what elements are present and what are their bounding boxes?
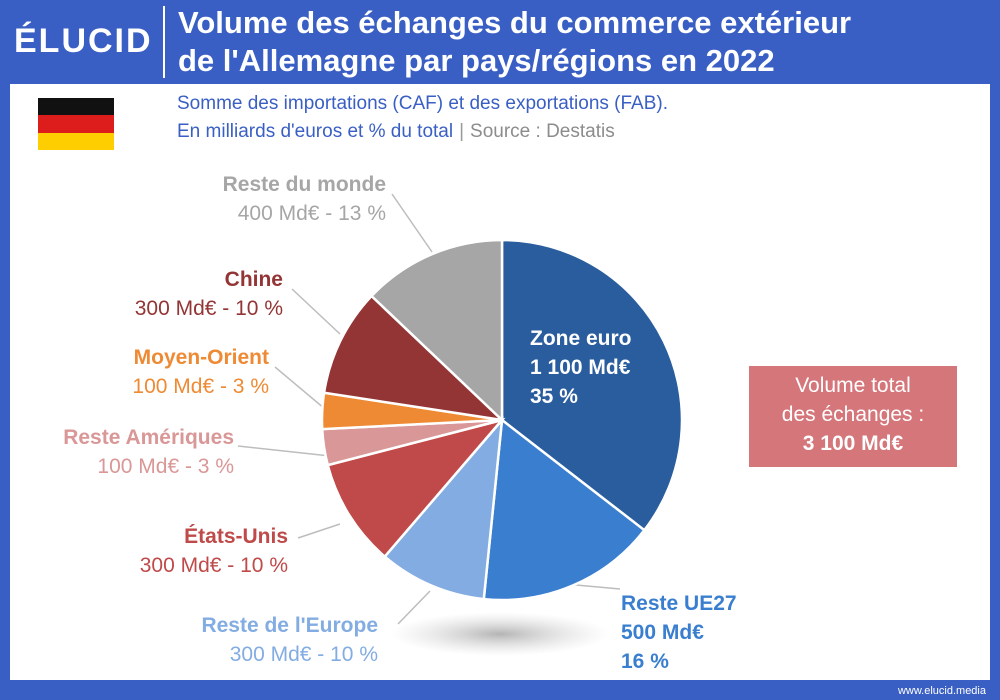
pie-label-reste-ue27-value: 500 Md€: [621, 621, 704, 644]
total-value: 3 100 Md€: [749, 429, 957, 458]
pie-shadow: [390, 612, 610, 656]
title-line-1: Volume des échanges du commerce extérieu…: [178, 4, 978, 42]
pie-label-zone-euro-value: 1 100 Md€: [530, 356, 631, 379]
pie-label-reste-de-l-europe-name: Reste de l'Europe: [201, 614, 378, 637]
logo-divider: [163, 6, 165, 78]
pie-label-moyen-orient-value: 100 Md€ - 3 %: [132, 375, 269, 398]
pie-label-etats-unis-value: 300 Md€ - 10 %: [140, 554, 288, 577]
pie-label-moyen-orient-name: Moyen-Orient: [134, 346, 269, 369]
pie-label-reste-ue27-name: Reste UE27: [621, 592, 737, 615]
total-label-line-1: Volume total: [749, 371, 957, 400]
title-line-2: de l'Allemagne par pays/régions en 2022: [178, 42, 978, 80]
total-volume-box: Volume total des échanges : 3 100 Md€: [749, 366, 957, 467]
leader-line-reste-ameriques: [238, 446, 330, 456]
leader-line-moyen-orient: [275, 367, 325, 409]
leader-line-etats-unis: [298, 524, 340, 538]
pie-label-reste-de-l-europe-value: 300 Md€ - 10 %: [230, 643, 378, 666]
pie-label-reste-du-monde-name: Reste du monde: [223, 173, 386, 196]
leader-line-reste-du-monde: [392, 194, 432, 252]
pie-label-zone-euro-name: Zone euro: [530, 327, 632, 350]
footer-url: www.elucid.media: [898, 685, 986, 697]
pie-label-chine-name: Chine: [225, 268, 283, 291]
chart-panel: Somme des importations (CAF) et des expo…: [10, 84, 990, 680]
page-title: Volume des échanges du commerce extérieu…: [178, 4, 978, 80]
header: ÉLUCID Volume des échanges du commerce e…: [0, 0, 1000, 84]
total-label-line-2: des échanges :: [749, 400, 957, 429]
pie-label-etats-unis-name: États-Unis: [184, 525, 288, 548]
brand-logo: ÉLUCID: [14, 22, 153, 61]
pie-label-reste-ue27-pct: 16 %: [621, 650, 669, 673]
pie-label-zone-euro-pct: 35 %: [530, 385, 578, 408]
pie-label-chine-value: 300 Md€ - 10 %: [135, 297, 283, 320]
pie-label-reste-ameriques-name: Reste Amériques: [63, 426, 234, 449]
pie-slices: [322, 240, 682, 600]
leader-line-chine: [292, 289, 340, 334]
pie-label-reste-du-monde-value: 400 Md€ - 13 %: [238, 202, 386, 225]
pie-label-reste-ameriques-value: 100 Md€ - 3 %: [97, 455, 234, 478]
